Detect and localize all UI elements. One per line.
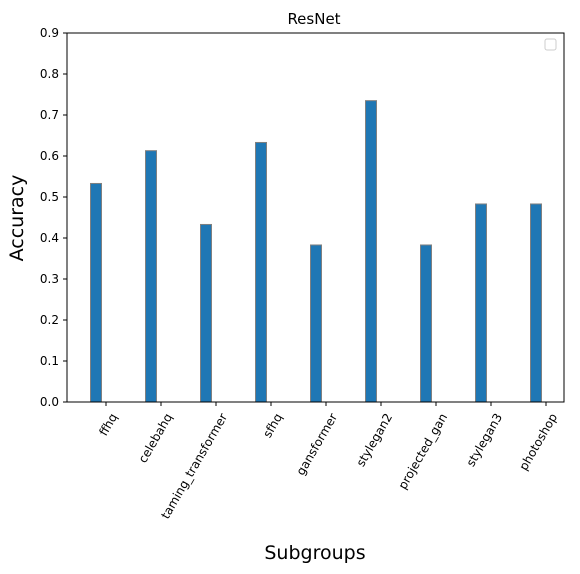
bar-celebahq xyxy=(145,150,157,403)
x-tick-label: projected_gan xyxy=(395,411,450,492)
bar-photoshop xyxy=(530,203,542,403)
y-axis: 0.0 0.1 0.2 0.3 0.4 0.5 0.6 0.7 0.8 0.9 xyxy=(40,26,67,409)
y-tick-label: 0.2 xyxy=(40,313,59,327)
bar-ffhq xyxy=(90,182,102,403)
chart-title: ResNet xyxy=(287,10,340,28)
legend-box xyxy=(544,38,557,51)
y-tick-label: 0.0 xyxy=(40,395,59,409)
y-tick-label: 0.5 xyxy=(40,190,59,204)
bar-stylegan3 xyxy=(475,203,487,403)
x-axis-label: Subgroups xyxy=(264,542,365,564)
y-tick-label: 0.8 xyxy=(40,67,59,81)
x-tick-label: celebahq xyxy=(136,411,176,466)
y-tick-label: 0.3 xyxy=(40,272,59,286)
x-tick-label: photoshop xyxy=(516,411,560,473)
bars-group xyxy=(90,100,542,403)
bar-taming_transformer xyxy=(200,223,212,403)
x-tick-label: stylegan3 xyxy=(464,411,506,469)
y-tick-label: 0.6 xyxy=(40,149,59,163)
bar-gansformer xyxy=(310,244,322,403)
x-tick-label: gansformer xyxy=(294,411,341,478)
x-tick-label: stylegan2 xyxy=(354,411,396,469)
y-tick-label: 0.1 xyxy=(40,354,59,368)
bar-stylegan2 xyxy=(365,100,377,403)
y-axis-label: Accuracy xyxy=(6,175,28,262)
bar-sfhq xyxy=(255,141,267,403)
y-tick-label: 0.9 xyxy=(40,26,59,40)
y-tick-label: 0.7 xyxy=(40,108,59,122)
plot-frame xyxy=(66,32,565,403)
bar-projected_gan xyxy=(420,244,432,403)
x-tick-label: sfhq xyxy=(260,411,285,440)
x-tick-label: ffhq xyxy=(96,411,120,438)
y-tick-label: 0.4 xyxy=(40,231,59,245)
